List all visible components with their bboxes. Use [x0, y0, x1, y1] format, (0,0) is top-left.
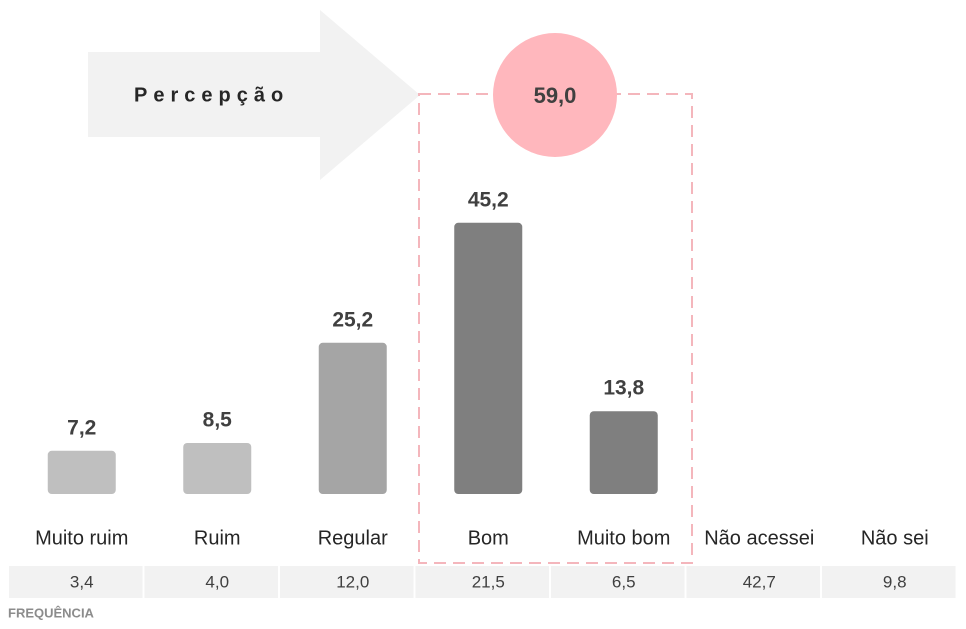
frequency-cell — [415, 566, 549, 598]
frequency-label: 42,7 — [743, 572, 776, 591]
category-label: Muito ruim — [35, 527, 128, 549]
value-label: 45,2 — [468, 188, 509, 211]
bar — [589, 411, 658, 494]
frequency-cell — [144, 566, 278, 598]
frequency-cell — [551, 566, 685, 598]
frequency-label: 21,5 — [472, 572, 505, 591]
frequency-title: FREQUÊNCIA — [8, 605, 95, 620]
frequency-label: 12,0 — [336, 572, 369, 591]
frequency-label: 3,4 — [70, 572, 94, 591]
value-label: 7,2 — [67, 416, 96, 439]
category-label: Não sei — [861, 527, 929, 549]
frequency-cell — [280, 566, 414, 598]
value-label: 8,5 — [203, 409, 233, 432]
arrow — [88, 10, 420, 180]
bar — [454, 222, 523, 495]
bar — [183, 443, 252, 494]
value-label: 13,8 — [603, 377, 644, 400]
category-label: Muito bom — [577, 527, 670, 549]
frequency-cell — [9, 566, 143, 598]
frequency-label: 9,8 — [883, 572, 907, 591]
category-label: Não acessei — [704, 527, 814, 549]
frequency-cell — [822, 566, 956, 598]
bar — [47, 450, 116, 494]
category-label: Bom — [468, 527, 509, 549]
arrow-label: Percepção — [134, 84, 289, 106]
highlight-circle — [493, 33, 617, 157]
bar — [318, 342, 387, 494]
category-label: Ruim — [194, 527, 241, 549]
value-label: 25,2 — [332, 308, 373, 331]
frequency-label: 6,5 — [612, 572, 636, 591]
category-label: Regular — [318, 527, 388, 549]
frequency-label: 4,0 — [205, 572, 229, 591]
highlight-label: 59,0 — [534, 83, 577, 108]
frequency-cell — [686, 566, 820, 598]
